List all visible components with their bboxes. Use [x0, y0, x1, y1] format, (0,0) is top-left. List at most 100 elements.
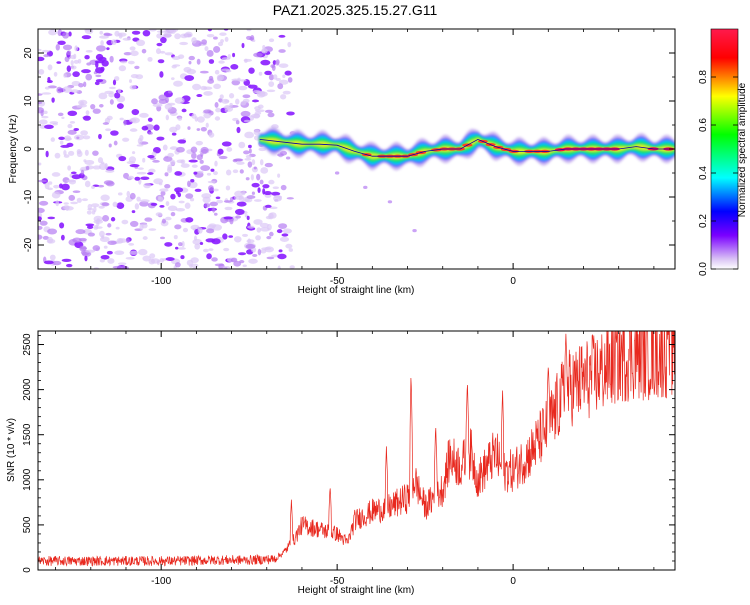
noise-blob [81, 198, 89, 202]
noise-blob [275, 59, 280, 66]
noise-blob [216, 74, 225, 81]
noise-blob [99, 35, 109, 39]
noise-blob [214, 116, 221, 121]
noise-blob [70, 65, 77, 70]
noise-blob [86, 210, 92, 215]
noise-blob [223, 247, 230, 252]
noise-blob [129, 46, 136, 51]
colorbar-tick-label: 0.2 [698, 214, 709, 228]
noise-blob [85, 223, 95, 227]
noise-blob [39, 200, 49, 206]
noise-blob [38, 48, 42, 52]
noise-blob [190, 146, 198, 154]
noise-blob [86, 62, 92, 66]
noise-blob [178, 200, 185, 204]
noise-blob [236, 161, 245, 165]
noise-blob [224, 206, 233, 211]
noise-blob [118, 65, 127, 72]
noise-blob [249, 37, 254, 41]
snr-plot-area [38, 331, 675, 567]
noise-blob [208, 223, 217, 228]
noise-blob [131, 108, 140, 116]
noise-blob [177, 139, 187, 144]
noise-blob [92, 245, 101, 251]
noise-blob [84, 255, 88, 262]
noise-blob [282, 74, 286, 79]
noise-blob [118, 155, 127, 162]
ridge [259, 126, 675, 171]
colorbar-tick-label: 0.8 [698, 70, 709, 84]
noise-blob [191, 37, 197, 44]
noise-blob [277, 83, 284, 90]
noise-blob [235, 215, 242, 219]
noise-blob [142, 255, 151, 262]
noise-blob [80, 247, 88, 250]
noise-blob [95, 67, 105, 74]
snr-ytick-label: 2000 [22, 378, 33, 401]
noise-blob [157, 196, 164, 203]
noise-blob [250, 174, 254, 181]
noise-blob [243, 119, 251, 123]
noise-blob [272, 60, 277, 65]
snr-ytick-label: 2500 [22, 333, 33, 356]
noise-blob [165, 114, 170, 121]
noise-blob [182, 227, 189, 233]
tail-blob [412, 229, 417, 233]
noise-blob [143, 182, 152, 189]
noise-blob [113, 140, 118, 146]
noise-blob [219, 32, 227, 36]
noise-blob [180, 255, 185, 260]
noise-blob [68, 150, 75, 156]
noise-blob [165, 257, 175, 261]
noise-blob [72, 190, 81, 194]
noise-blob [125, 256, 135, 260]
colorbar-label: Normalized spectral amplitude [737, 82, 748, 217]
noise-blob [234, 236, 242, 243]
noise-blob [239, 260, 245, 264]
noise-blob [282, 228, 292, 234]
chart-title: PAZ1.2025.325.15.27.G11 [273, 2, 438, 18]
snr-ytick-label: 500 [22, 516, 33, 533]
noise-blob [170, 212, 176, 217]
noise-blob [191, 113, 197, 119]
noise-blob [76, 197, 82, 203]
noise-blob [159, 71, 164, 78]
noise-blob [285, 243, 293, 249]
noise-blob [286, 197, 294, 200]
snr-ylabel: SNR (10 * v/v) [6, 418, 17, 482]
colorbar: 0.0 0.2 0.4 0.6 0.8 Normalized spectral ampl… [698, 28, 748, 276]
noise-blob [156, 136, 165, 141]
noise-blob [216, 199, 224, 204]
noise-blob [259, 159, 264, 166]
noise-blob [63, 150, 67, 156]
noise-blob [259, 222, 269, 228]
noise-blob [243, 58, 253, 62]
noise-blob [279, 236, 290, 242]
noise-blob [70, 171, 77, 175]
noise-blob [80, 169, 85, 175]
noise-blob [231, 79, 241, 86]
noise-blob [149, 253, 156, 259]
noise-blob [139, 223, 144, 231]
noise-blob [75, 229, 86, 235]
noise-blob [282, 90, 291, 95]
noise-blob [254, 109, 265, 113]
noise-blob [232, 169, 239, 174]
noise-blob [208, 185, 214, 192]
noise-blob [61, 258, 72, 262]
noise-blob [196, 128, 201, 131]
noise-blob [76, 105, 83, 108]
snr-xtick-label: -50 [330, 576, 345, 587]
noise-blob [238, 141, 246, 149]
noise-blob [38, 162, 42, 166]
noise-blob [251, 182, 260, 188]
noise-blob [42, 235, 49, 240]
noise-blob [220, 39, 224, 43]
noise-blob [278, 34, 286, 38]
noise-blob [128, 242, 135, 246]
noise-blob [148, 131, 153, 135]
noise-blob [164, 103, 173, 110]
noise-blob [156, 42, 163, 47]
noise-blob [206, 253, 212, 260]
